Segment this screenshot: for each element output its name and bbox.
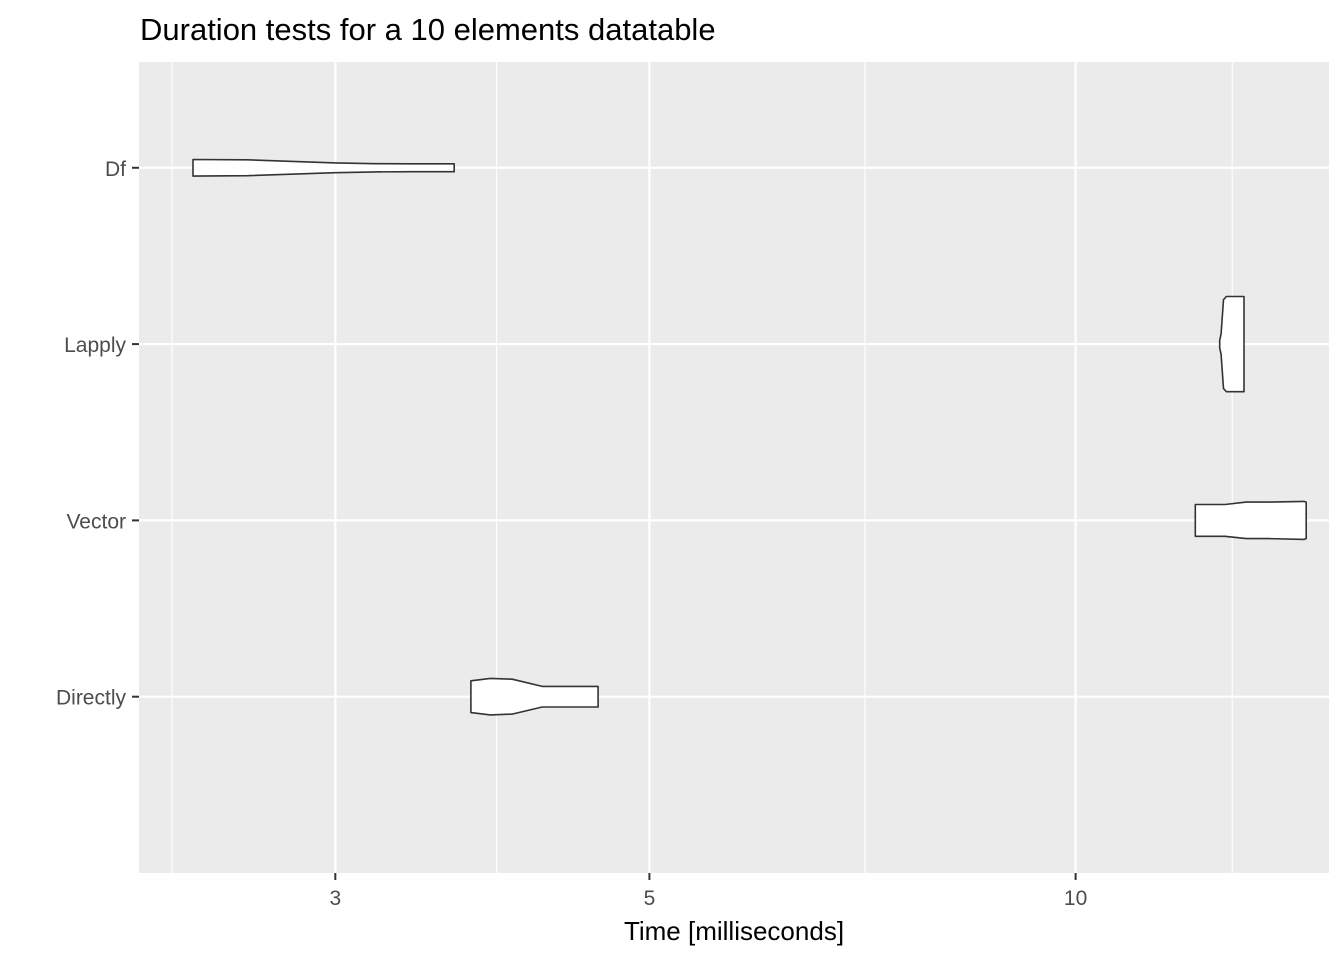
major-grid-x	[334, 62, 1077, 873]
plot-panel	[139, 62, 1329, 873]
x-axis: 3 5 10	[329, 873, 1087, 910]
x-tick-label: 3	[329, 887, 341, 910]
y-tick-label-df: Df	[105, 158, 126, 181]
y-tick-label-vector: Vector	[66, 510, 126, 533]
x-axis-label: Time [milliseconds]	[624, 916, 844, 946]
chart-title: Duration tests for a 10 elements datatab…	[140, 12, 716, 47]
violin-lapply	[1218, 295, 1245, 393]
violin-directly	[470, 677, 599, 716]
major-grid-y	[139, 166, 1329, 698]
minor-grid	[171, 62, 1233, 873]
y-tick-label-directly: Directly	[56, 687, 127, 710]
x-tick-label: 10	[1064, 887, 1087, 910]
violin-layer	[192, 158, 1307, 716]
violin-vector	[1194, 500, 1307, 541]
x-tick-label: 5	[644, 887, 656, 910]
y-axis: Df Lapply Vector Directly	[56, 158, 139, 710]
violin-df	[192, 158, 455, 177]
y-tick-label-lapply: Lapply	[64, 334, 126, 357]
